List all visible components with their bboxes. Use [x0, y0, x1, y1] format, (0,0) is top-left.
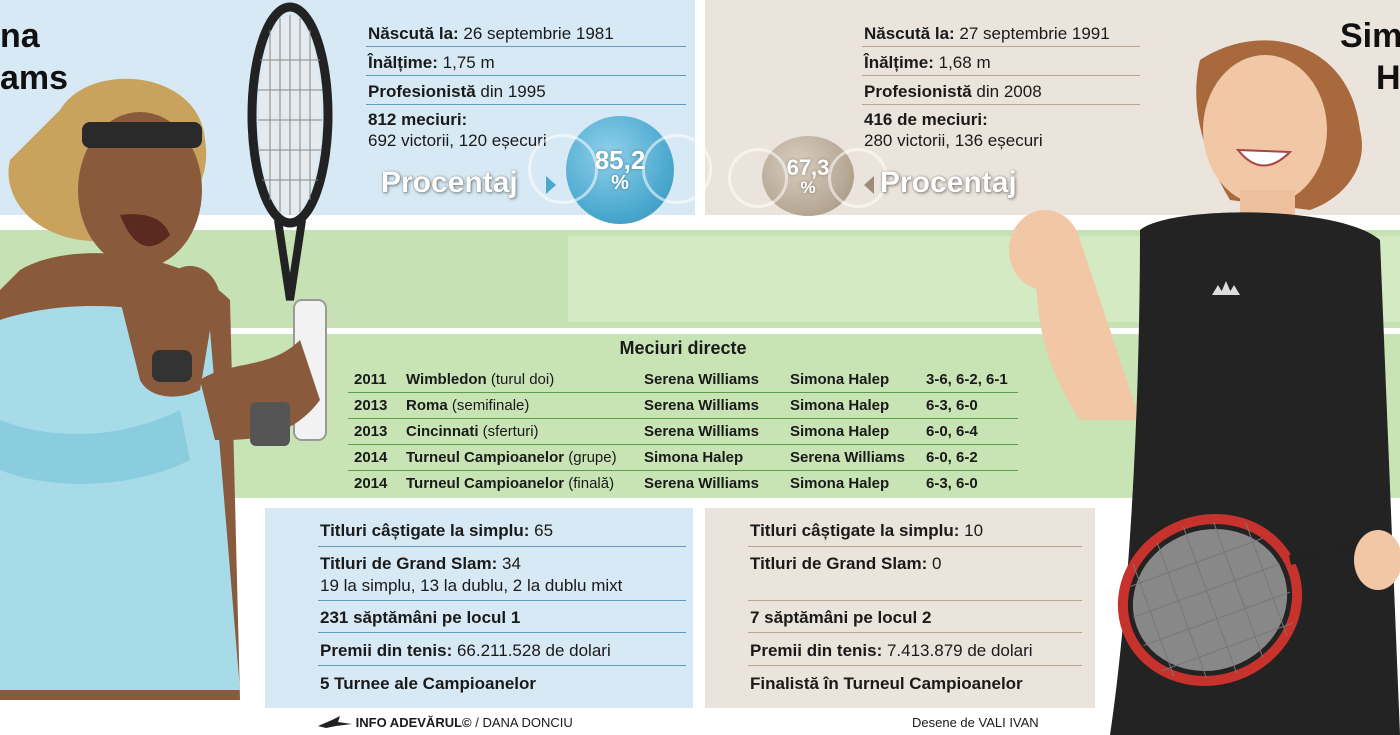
left-slams: Titluri de Grand Slam: 34	[320, 554, 521, 573]
right-born: Născută la: 27 septembrie 1991	[864, 24, 1110, 43]
left-born: Născută la: 26 septembrie 1981	[368, 24, 614, 43]
row-year: 2011	[354, 371, 387, 388]
left-percentage-ball: 85,2 %	[528, 116, 712, 224]
right-matches-label: 416 de meciuri:	[864, 110, 988, 129]
right-percentage-label: Procentaj	[880, 166, 1017, 199]
row-score: 6-0, 6-2	[926, 449, 978, 466]
row-tournament: Roma (semifinale)	[406, 397, 530, 414]
left-titles: Titluri câștigate la simplu: 65	[320, 521, 554, 540]
right-pro: Profesionistă din 2008	[864, 82, 1042, 101]
row-winner: Serena Williams	[644, 423, 759, 440]
source-credit: INFO ADEVĂRUL© / DANA DONCIU	[318, 715, 573, 730]
left-slams-detail: 19 la simplu, 13 la dublu, 2 la dublu mi…	[320, 576, 623, 595]
racket-icon	[1117, 514, 1362, 686]
right-finals: Finalistă în Turneul Campioanelor	[750, 674, 1023, 693]
table-row: 2013 Serena Williams Simona Halep 6-3, 6-0 R…	[348, 393, 1018, 419]
head-to-head-title: Meciuri directe	[619, 338, 747, 358]
right-percentage-value: 67,3	[786, 154, 830, 180]
row-year: 2014	[354, 449, 388, 466]
row-tournament: Cincinnati (sferturi)	[406, 423, 539, 440]
right-percent-sign: %	[800, 177, 816, 197]
left-player-illustration	[0, 2, 333, 700]
row-year: 2013	[354, 423, 388, 440]
left-height: Înălțime: 1,75 m	[368, 53, 495, 72]
right-player-name-line2: H	[1376, 59, 1400, 97]
row-winner: Serena Williams	[644, 371, 759, 388]
row-winner: Serena Williams	[644, 475, 759, 492]
row-score: 6-3, 6-0	[926, 475, 978, 492]
right-slams: Titluri de Grand Slam: 0	[750, 554, 942, 573]
left-prize: Premii din tenis: 66.211.528 de dolari	[320, 641, 611, 660]
left-matches-label: 812 meciuri:	[368, 110, 468, 129]
left-percentage-label: Procentaj	[381, 166, 518, 199]
right-weeks: 7 săptămâni pe locul 2	[750, 608, 932, 627]
drawings-credit: Desene de VALI IVAN	[912, 715, 1039, 730]
left-career-panel	[265, 508, 693, 708]
row-loser: Simona Halep	[790, 397, 890, 414]
left-player-name-line1: na	[0, 17, 40, 55]
right-career-panel	[705, 508, 1095, 708]
left-weeks: 231 săptămâni pe locul 1	[320, 608, 521, 627]
left-finals: 5 Turnee ale Campioanelor	[320, 674, 537, 693]
row-year: 2013	[354, 397, 388, 414]
right-prize: Premii din tenis: 7.413.879 de dolari	[750, 641, 1033, 660]
table-row: 2011 Serena Williams Simona Halep 3-6, 6-2,…	[348, 367, 1018, 393]
left-percentage-value: 85,2	[594, 145, 646, 175]
right-height: Înălțime: 1,68 m	[864, 53, 991, 72]
table-row: 2013 Serena Williams Simona Halep 6-0, 6-4 C…	[348, 419, 1018, 445]
left-matches-value: 692 victorii, 120 eșecuri	[368, 131, 547, 150]
left-pro: Profesionistă din 1995	[368, 82, 546, 101]
table-row: 2014 Simona Halep Serena Williams 6-0, 6-2 T…	[348, 445, 1018, 471]
row-score: 6-3, 6-0	[926, 397, 978, 414]
row-loser: Simona Halep	[790, 371, 890, 388]
left-percent-sign: %	[611, 172, 629, 194]
row-year: 2014	[354, 475, 388, 492]
left-player-name-line2: ams	[0, 59, 69, 97]
right-player-illustration	[1009, 40, 1400, 735]
bird-logo-icon	[318, 716, 352, 728]
row-winner: Simona Halep	[644, 449, 744, 466]
right-titles: Titluri câștigate la simplu: 10	[750, 521, 984, 540]
row-tournament: Turneul Campioanelor (finală)	[406, 475, 615, 492]
right-matches-value: 280 victorii, 136 eșecuri	[864, 131, 1043, 150]
row-tournament: Wimbledon (turul doi)	[406, 371, 555, 388]
row-score: 6-0, 6-4	[926, 423, 978, 440]
row-loser: Simona Halep	[790, 423, 890, 440]
row-tournament: Turneul Campioanelor (grupe)	[406, 449, 617, 466]
row-winner: Serena Williams	[644, 397, 759, 414]
table-row: 2014 Serena Williams Simona Halep 6-3, 6-0 T…	[348, 471, 1018, 497]
right-percentage-ball: 67,3 %	[728, 136, 888, 216]
arrow-left-icon	[864, 176, 874, 194]
row-score: 3-6, 6-2, 6-1	[926, 371, 1008, 388]
row-loser: Serena Williams	[790, 449, 905, 466]
right-player-name-line1: Sim	[1340, 17, 1400, 55]
row-loser: Simona Halep	[790, 475, 890, 492]
